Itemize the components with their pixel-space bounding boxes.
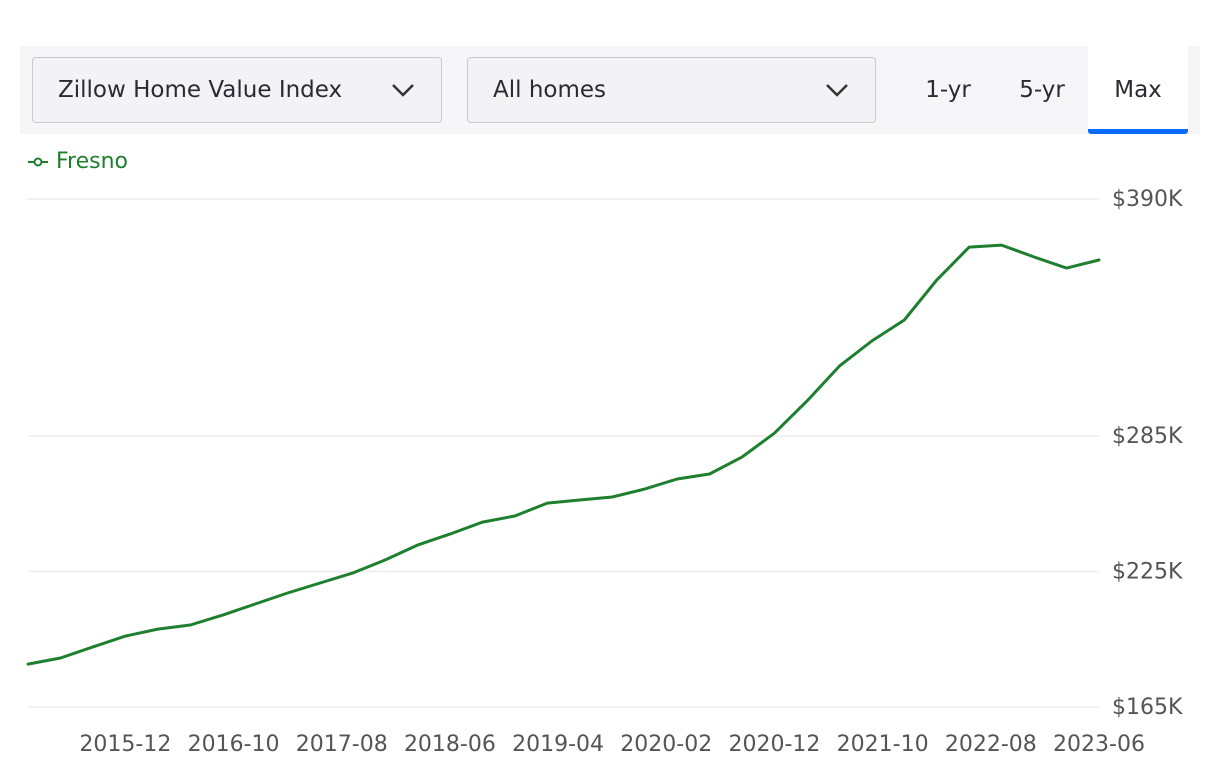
legend-label: Fresno xyxy=(56,149,128,174)
chevron xyxy=(392,84,414,97)
x-tick-label: 2018-06 xyxy=(404,732,496,757)
range-tab[interactable]: Max xyxy=(1088,46,1188,134)
series-line xyxy=(26,243,1101,666)
home-type-dropdown[interactable]: All homes xyxy=(467,57,876,123)
x-tick-label: 2023-06 xyxy=(1053,732,1145,757)
x-tick-label: 2016-10 xyxy=(188,732,280,757)
metric-dropdown[interactable]: Zillow Home Value Index xyxy=(32,57,442,123)
x-tick-label: 2020-02 xyxy=(620,732,712,757)
chevron xyxy=(826,84,848,97)
y-tick-label: $225K xyxy=(1112,560,1183,585)
legend-marker xyxy=(33,157,43,167)
x-tick-label: 2017-08 xyxy=(296,732,388,757)
range-tab[interactable]: 5-yr xyxy=(1019,77,1065,103)
x-tick-label: 2021-10 xyxy=(837,732,929,757)
control-bar: Zillow Home Value Index All homes 1-yr 5-… xyxy=(20,46,1200,134)
x-tick-label: 2022-08 xyxy=(945,732,1037,757)
x-tick-label: 2020-12 xyxy=(728,732,820,757)
y-tick-label: $285K xyxy=(1112,424,1183,449)
metric-label: Zillow Home Value Index xyxy=(58,77,343,103)
y-tick-label: $390K xyxy=(1112,187,1183,212)
y-tick-label: $165K xyxy=(1112,695,1183,720)
home-type-label: All homes xyxy=(493,77,607,103)
x-tick-label: 2015-12 xyxy=(79,732,171,757)
x-tick-label: 2019-04 xyxy=(512,732,604,757)
range-tab[interactable]: 1-yr xyxy=(925,77,971,103)
